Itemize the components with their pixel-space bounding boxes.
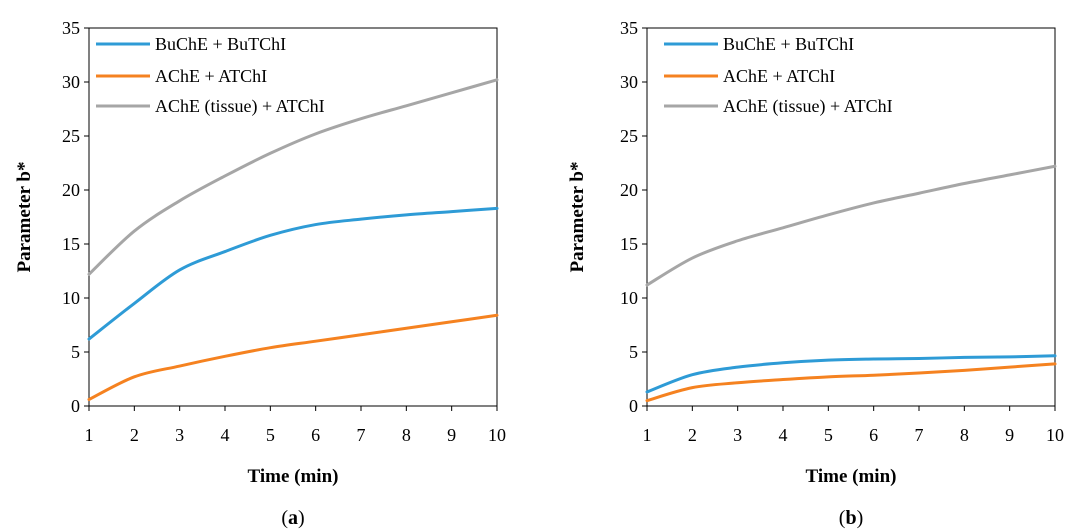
- y-tick-label: 30: [620, 72, 638, 92]
- y-tick-label: 35: [62, 18, 80, 38]
- plot-frame: [646, 27, 1056, 407]
- panel-caption-open: (: [281, 507, 288, 529]
- panel-caption-letter: b: [845, 507, 856, 529]
- series-line: [87, 78, 499, 276]
- panel-caption-open: (: [839, 507, 846, 529]
- y-tick-label: 25: [62, 126, 80, 146]
- panel-caption-close: ): [298, 507, 305, 529]
- x-tick-label: 3: [733, 425, 742, 445]
- legend-label: BuChE + BuTChI: [155, 34, 286, 54]
- y-tick-label: 35: [620, 18, 638, 38]
- x-axis-title: Time (min): [806, 466, 897, 487]
- x-tick-label: 4: [779, 425, 788, 445]
- x-tick-label: 7: [915, 425, 924, 445]
- series-line: [645, 164, 1057, 287]
- y-tick-label: 10: [620, 288, 638, 308]
- x-tick-label: 5: [824, 425, 833, 445]
- x-tick-label: 10: [488, 425, 506, 445]
- y-tick-label: 5: [71, 342, 80, 362]
- panel-caption: (a): [281, 507, 304, 529]
- chart-panel-a: 0 5 10 15 20 25 30 35 1 2 3 4 5 6 7 8 9 10 Time (min) Param…: [14, 18, 506, 529]
- series-line: [645, 354, 1057, 394]
- x-tick-label: 10: [1046, 425, 1064, 445]
- legend-label: AChE + ATChI: [155, 66, 267, 86]
- series-line: [87, 206, 499, 341]
- panel-caption: (b): [839, 507, 863, 529]
- x-tick-label: 8: [402, 425, 411, 445]
- x-tick-label: 4: [221, 425, 230, 445]
- x-tick-label: 9: [1005, 425, 1014, 445]
- legend-label: AChE (tissue) + ATChI: [155, 96, 325, 117]
- x-tick-label: 1: [85, 425, 94, 445]
- x-tick-label: 1: [643, 425, 652, 445]
- y-tick-label: 0: [629, 396, 638, 416]
- y-tick-label: 25: [620, 126, 638, 146]
- legend-label: AChE + ATChI: [723, 66, 835, 86]
- x-tick-label: 8: [960, 425, 969, 445]
- plot-frame: [88, 27, 498, 407]
- series-line: [645, 362, 1057, 403]
- x-tick-label: 2: [130, 425, 139, 445]
- y-tick-label: 15: [620, 234, 638, 254]
- y-tick-label: 0: [71, 396, 80, 416]
- y-axis-title: Parameter b*: [567, 162, 588, 273]
- panel-caption-close: ): [857, 507, 864, 529]
- x-tick-label: 6: [869, 425, 878, 445]
- x-tick-label: 7: [357, 425, 366, 445]
- chart-panel-b: 0 5 10 15 20 25 30 35 1 2 3 4 5 6 7 8 9 10 Time (min) Param…: [567, 18, 1064, 529]
- y-tick-label: 30: [62, 72, 80, 92]
- panel-caption-letter: a: [288, 507, 298, 529]
- y-tick-label: 10: [62, 288, 80, 308]
- x-tick-label: 3: [175, 425, 184, 445]
- legend-label: AChE (tissue) + ATChI: [723, 96, 893, 117]
- x-axis-title: Time (min): [248, 466, 339, 487]
- y-tick-label: 20: [620, 180, 638, 200]
- y-axis-title: Parameter b*: [14, 162, 35, 273]
- x-tick-label: 2: [688, 425, 697, 445]
- y-tick-label: 15: [62, 234, 80, 254]
- y-tick-label: 20: [62, 180, 80, 200]
- x-tick-label: 5: [266, 425, 275, 445]
- x-tick-label: 6: [311, 425, 320, 445]
- y-tick-label: 5: [629, 342, 638, 362]
- legend-label: BuChE + BuTChI: [723, 34, 854, 54]
- x-tick-label: 9: [447, 425, 456, 445]
- series-line: [87, 313, 499, 402]
